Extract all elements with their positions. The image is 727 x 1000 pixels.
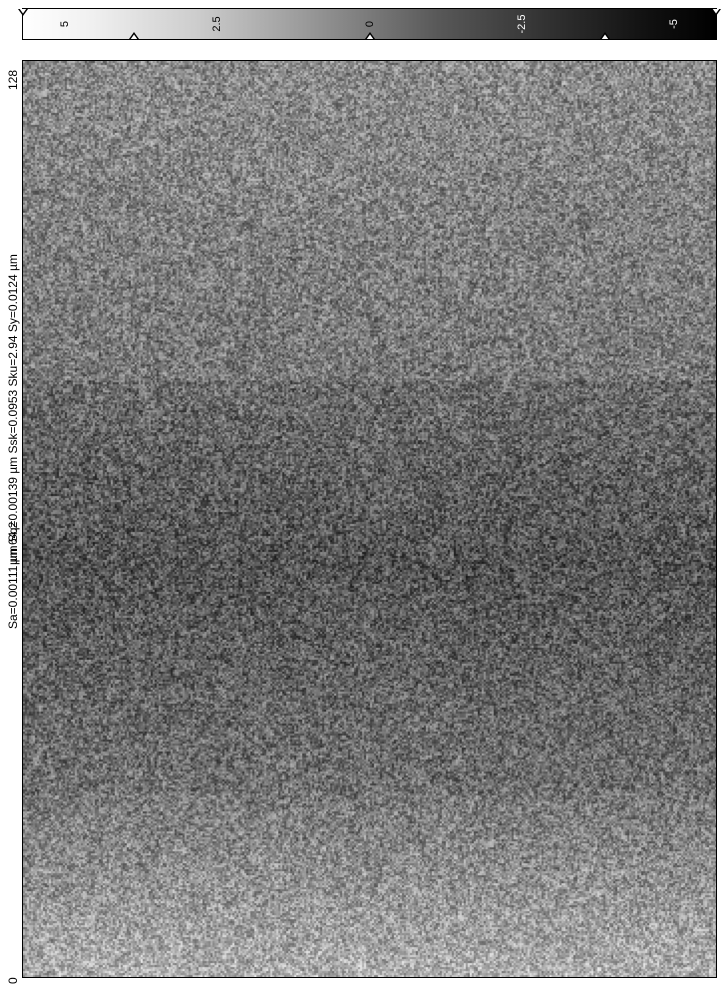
colorbar-marker-bottom-fill xyxy=(602,34,609,39)
left-axis-tick-bottom: 0 xyxy=(6,977,20,984)
colorbar-marker-bottom-fill xyxy=(366,34,373,39)
colorbar: 5 2.5 0 -2.5 -5 xyxy=(22,8,717,40)
colorbar-tick-label: -5 xyxy=(668,19,680,29)
colorbar-tick-label: 5 xyxy=(59,21,71,27)
colorbar-marker-top-fill xyxy=(20,9,27,14)
colorbar-marker-top-fill xyxy=(713,9,720,14)
colorbar-tick-label: -2.5 xyxy=(516,15,528,34)
colorbar-marker-bottom-fill xyxy=(131,34,138,39)
colorbar-tick-label: 2.5 xyxy=(211,16,223,31)
colorbar-tick-label: 0 xyxy=(364,21,376,27)
surface-stats-text: Sa=0.00111 µm Sq=0.00139 µm Ssk=0.0953 S… xyxy=(6,254,20,629)
figure-root: 52.50-2.5-5 128 64.2 µm 0 Sa=0.00111 µm … xyxy=(0,0,727,1000)
surface-map-image xyxy=(22,60,717,978)
surface-noise-canvas xyxy=(23,61,716,977)
left-axis-tick-top: 128 xyxy=(6,70,20,90)
